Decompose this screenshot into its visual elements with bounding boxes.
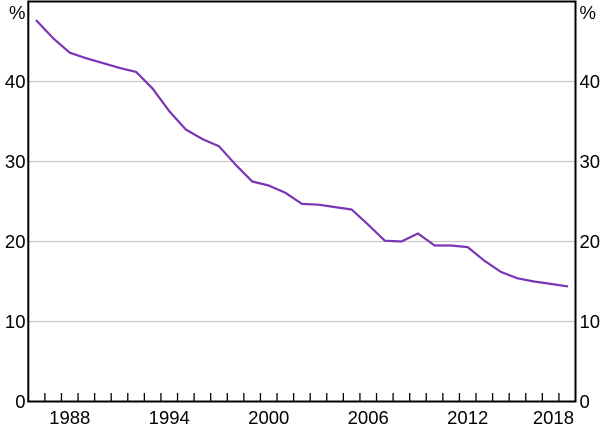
y-axis-label-right-40: 40 bbox=[580, 71, 600, 92]
y-axis-label-right-20: 20 bbox=[580, 231, 600, 252]
y-axis-unit-label-left: % bbox=[9, 2, 25, 23]
data-line bbox=[35, 19, 569, 288]
y-axis-label-right-0: 0 bbox=[580, 391, 590, 412]
y-axis-label-left-30: 30 bbox=[5, 151, 26, 172]
axis-frame bbox=[27, 0, 577, 403]
y-axis-label-left-10: 10 bbox=[5, 311, 26, 332]
y-axis-unit-label-right: % bbox=[580, 2, 596, 23]
x-axis-label-1988: 1988 bbox=[49, 407, 90, 428]
y-axis-label-left-0: 0 bbox=[15, 391, 25, 412]
x-axis-label-1994: 1994 bbox=[149, 407, 190, 428]
y-axis-label-left-40: 40 bbox=[5, 71, 26, 92]
x-axis-label-2000: 2000 bbox=[248, 407, 289, 428]
x-axis-label-2006: 2006 bbox=[348, 407, 389, 428]
y-axis-label-right-10: 10 bbox=[580, 311, 600, 332]
x-axis-label-2012: 2012 bbox=[447, 407, 488, 428]
y-axis-label-left-20: 20 bbox=[5, 231, 26, 252]
x-axis-label-2018: 2018 bbox=[533, 407, 574, 428]
y-axis-label-right-30: 30 bbox=[580, 151, 600, 172]
